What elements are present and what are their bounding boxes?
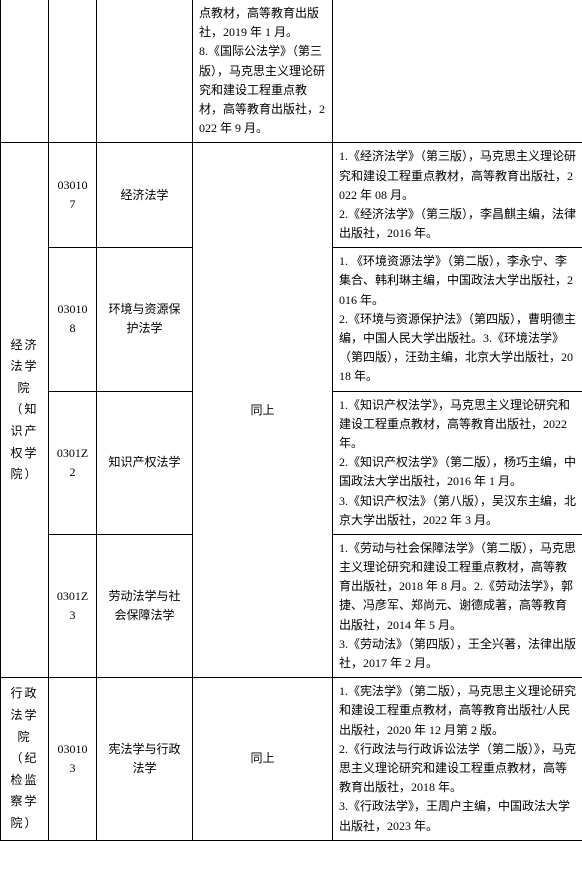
cell-code: 030108	[49, 248, 97, 391]
cell-books: 1.《经济法学》（第三版），马克思主义理论研究和建设工程重点教材，高等教育出版社…	[333, 143, 582, 248]
cell-major: 劳动法学与社会保障法学	[97, 534, 193, 677]
cell-note-continued: 点教材，高等教育出版社，2019 年 1 月。 8.《国际公法学》（第三版），马…	[193, 0, 333, 143]
table-row: 行政法学院（纪检监察学院） 030103 宪法学与行政法学 同上 1.《宪法学》…	[1, 678, 582, 841]
cell-major-empty	[97, 0, 193, 143]
cell-school-admin: 行政法学院（纪检监察学院）	[1, 678, 49, 841]
cell-note-same: 同上	[193, 143, 333, 678]
table-row: 经济法学院（知识产权学院） 030107 经济法学 同上 1.《经济法学》（第三…	[1, 143, 582, 248]
cell-major: 经济法学	[97, 143, 193, 248]
cell-code: 030107	[49, 143, 97, 248]
cell-school-empty	[1, 0, 49, 143]
cell-books: 1.《知识产权法学》，马克思主义理论研究和建设工程重点教材，高等教育出版社，20…	[333, 391, 582, 534]
cell-code: 0301Z2	[49, 391, 97, 534]
cell-major: 知识产权法学	[97, 391, 193, 534]
cell-books: 1.《劳动与社会保障法学》（第二版），马克思主义理论研究和建设工程重点教材，高等…	[333, 534, 582, 677]
cell-books: 1.《宪法学》（第二版），马克思主义理论研究和建设工程重点教材，高等教育出版社/…	[333, 678, 582, 841]
cell-books: 1. 《环境资源法学》（第二版），李永宁、李集合、韩利琳主编，中国政法大学出版社…	[333, 248, 582, 391]
course-table: 点教材，高等教育出版社，2019 年 1 月。 8.《国际公法学》（第三版），马…	[0, 0, 582, 841]
table-row: 点教材，高等教育出版社，2019 年 1 月。 8.《国际公法学》（第三版），马…	[1, 0, 582, 143]
cell-major: 宪法学与行政法学	[97, 678, 193, 841]
cell-code: 030103	[49, 678, 97, 841]
cell-books-empty	[333, 0, 582, 143]
cell-code: 0301Z3	[49, 534, 97, 677]
cell-school-econ: 经济法学院（知识产权学院）	[1, 143, 49, 678]
cell-major: 环境与资源保护法学	[97, 248, 193, 391]
cell-code-empty	[49, 0, 97, 143]
cell-note-same: 同上	[193, 678, 333, 841]
